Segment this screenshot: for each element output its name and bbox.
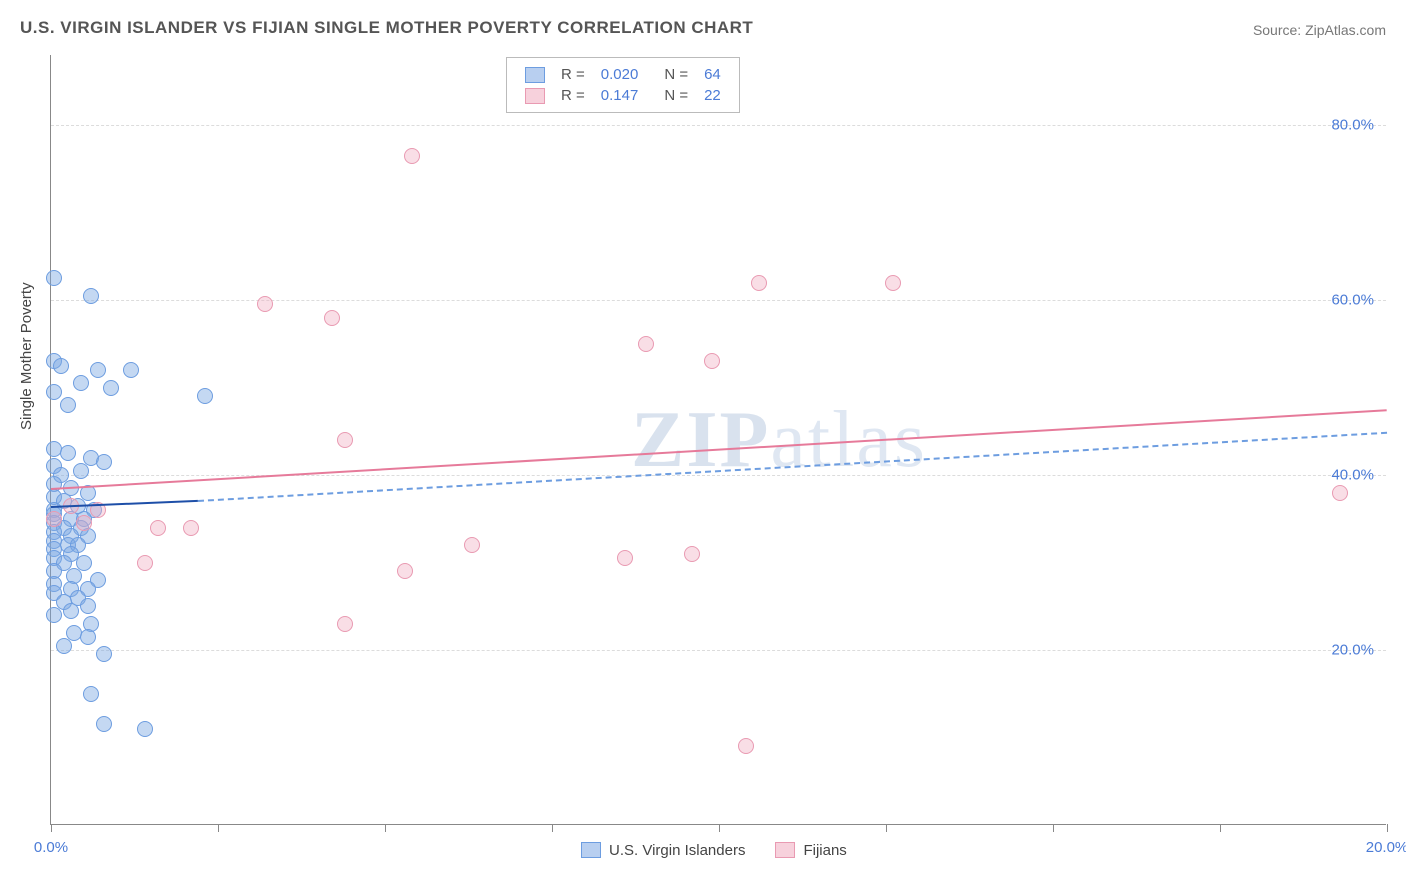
x-tick [1387,824,1388,832]
legend-r-value: 0.147 [593,85,647,106]
data-point [137,555,153,571]
x-tick [218,824,219,832]
data-point [738,738,754,754]
trend-line [51,409,1387,490]
data-point [704,353,720,369]
legend-r-value: 0.020 [593,64,647,85]
x-tick [1220,824,1221,832]
data-point [397,563,413,579]
x-tick-label: 0.0% [34,839,68,856]
y-tick-label: 40.0% [1331,467,1374,484]
data-point [103,380,119,396]
x-tick [886,824,887,832]
y-tick-label: 60.0% [1331,292,1374,309]
data-point [73,463,89,479]
data-point [638,336,654,352]
data-point [885,275,901,291]
x-tick [719,824,720,832]
legend-n-value: 64 [696,64,729,85]
gridline [51,125,1386,126]
data-point [80,598,96,614]
legend-n-label: N = [646,85,696,106]
gridline [51,650,1386,651]
chart-title: U.S. VIRGIN ISLANDER VS FIJIAN SINGLE MO… [20,18,753,38]
data-point [73,375,89,391]
data-point [46,270,62,286]
legend-item: Fijians [775,842,846,859]
data-point [617,550,633,566]
data-point [337,616,353,632]
correlation-legend: R =0.020N =64R =0.147N =22 [506,57,740,113]
legend-swatch [525,67,545,83]
x-tick [385,824,386,832]
data-point [684,546,700,562]
series-legend: U.S. Virgin Islanders Fijians [581,842,877,863]
y-axis-label: Single Mother Poverty [18,282,35,430]
data-point [60,445,76,461]
y-tick-label: 20.0% [1331,642,1374,659]
data-point [90,362,106,378]
source-label: Source: ZipAtlas.com [1253,22,1386,38]
data-point [63,603,79,619]
data-point [751,275,767,291]
legend-swatch [525,88,545,104]
data-point [80,629,96,645]
data-point [197,388,213,404]
gridline [51,300,1386,301]
legend-r-label: R = [553,85,593,106]
x-tick [1053,824,1054,832]
data-point [337,432,353,448]
x-tick [552,824,553,832]
data-point [46,384,62,400]
plot-area: ZIPatlas R =0.020N =64R =0.147N =22 U.S.… [50,55,1386,825]
data-point [83,288,99,304]
data-point [96,646,112,662]
trend-line [198,431,1387,501]
data-point [404,148,420,164]
data-point [137,721,153,737]
legend-row: R =0.020N =64 [517,64,729,85]
data-point [76,515,92,531]
data-point [53,358,69,374]
data-point [83,686,99,702]
y-tick-label: 80.0% [1331,117,1374,134]
data-point [56,638,72,654]
legend-swatch [581,842,601,858]
x-tick-label: 20.0% [1366,839,1406,856]
data-point [464,537,480,553]
data-point [46,607,62,623]
data-point [96,454,112,470]
legend-series-name: Fijians [803,842,846,859]
data-point [46,511,62,527]
data-point [257,296,273,312]
x-tick [51,824,52,832]
legend-item: U.S. Virgin Islanders [581,842,745,859]
legend-r-label: R = [553,64,593,85]
data-point [1332,485,1348,501]
legend-series-name: U.S. Virgin Islanders [609,842,745,859]
legend-n-value: 22 [696,85,729,106]
data-point [150,520,166,536]
data-point [123,362,139,378]
data-point [324,310,340,326]
data-point [183,520,199,536]
legend-swatch [775,842,795,858]
data-point [60,397,76,413]
legend-row: R =0.147N =22 [517,85,729,106]
data-point [96,716,112,732]
legend-n-label: N = [646,64,696,85]
